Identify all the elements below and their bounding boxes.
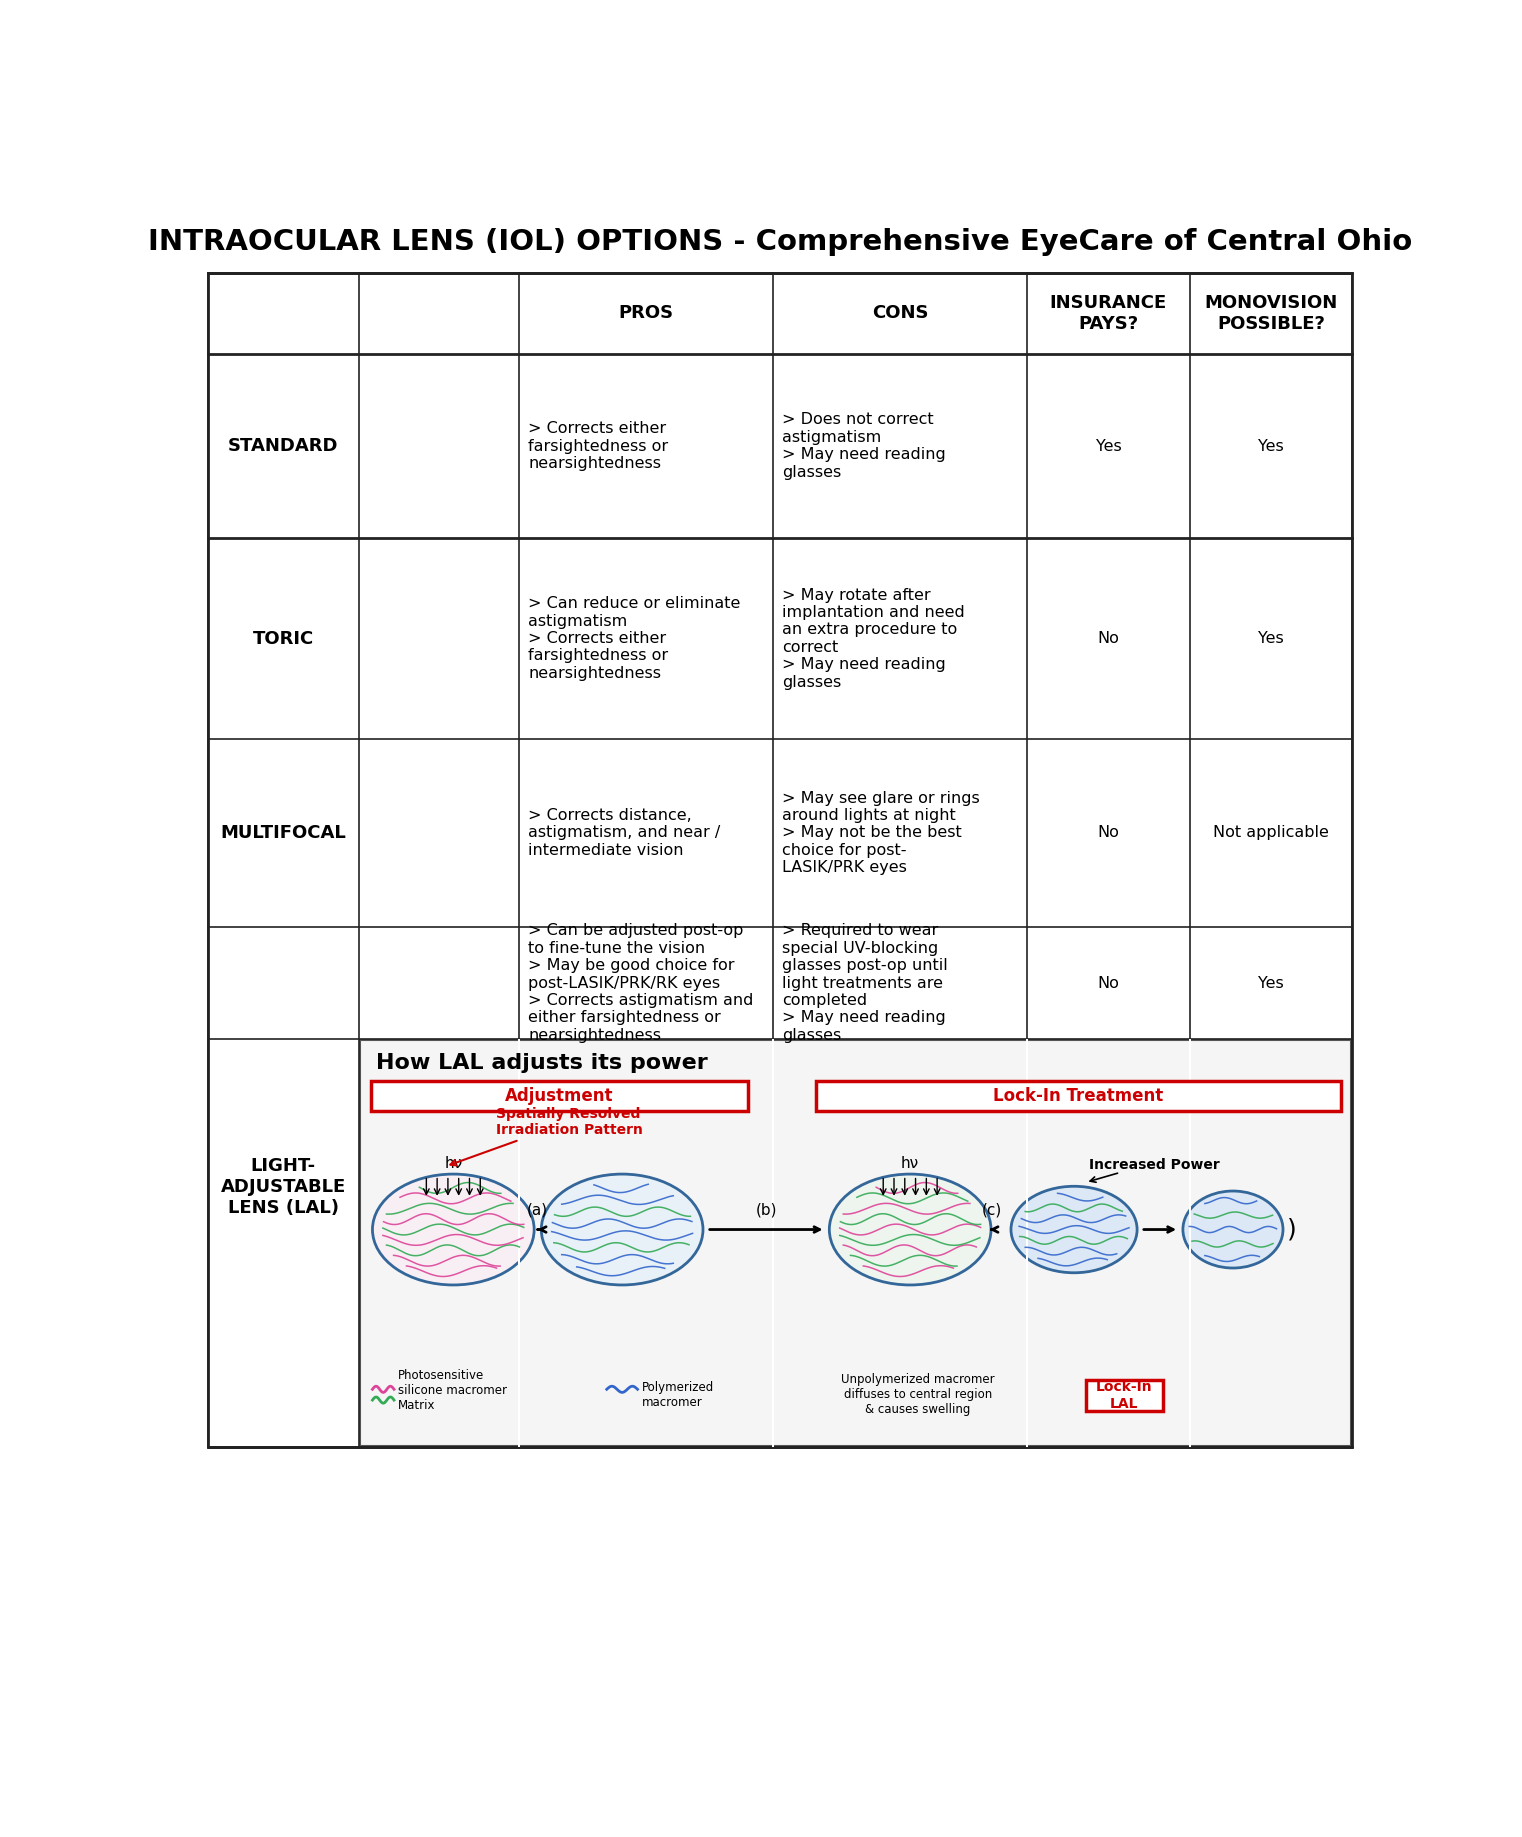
Text: LIGHT-
ADJUSTABLE
LENS (LAL): LIGHT- ADJUSTABLE LENS (LAL): [221, 1157, 345, 1216]
Text: Yes: Yes: [1259, 439, 1283, 454]
Bar: [1026, 1040, 1029, 1448]
Text: No: No: [1097, 975, 1119, 990]
Text: CONS: CONS: [872, 305, 928, 321]
Ellipse shape: [1011, 1187, 1137, 1273]
Text: Increased Power: Increased Power: [1090, 1159, 1221, 1172]
Text: > Can be adjusted post-op
to fine-tune the vision
> May be good choice for
post-: > Can be adjusted post-op to fine-tune t…: [528, 924, 753, 1043]
Text: hν: hν: [901, 1155, 919, 1170]
Text: TORIC: TORIC: [253, 630, 314, 648]
Text: hν: hν: [444, 1155, 463, 1170]
Text: Lock-In
LAL: Lock-In LAL: [1096, 1380, 1152, 1411]
Bar: [772, 1040, 775, 1448]
Ellipse shape: [373, 1174, 534, 1284]
Text: ): ): [1288, 1218, 1297, 1242]
Bar: [816, 1082, 1341, 1111]
Text: > May rotate after
implantation and need
an extra procedure to
correct
> May nee: > May rotate after implantation and need…: [782, 588, 965, 689]
Ellipse shape: [829, 1174, 991, 1284]
Bar: [373, 759, 505, 906]
Text: STANDARD: STANDARD: [228, 437, 339, 456]
Text: Not applicable: Not applicable: [1213, 825, 1329, 841]
Text: > Corrects distance,
astigmatism, and near /
intermediate vision: > Corrects distance, astigmatism, and ne…: [528, 808, 720, 858]
Text: Yes: Yes: [1259, 632, 1283, 647]
Ellipse shape: [542, 1174, 703, 1284]
Text: (b): (b): [755, 1201, 776, 1218]
Text: > Can reduce or eliminate
astigmatism
> Corrects either
farsightedness or
nearsi: > Can reduce or eliminate astigmatism > …: [528, 597, 741, 682]
Bar: [517, 1040, 521, 1448]
Text: > Does not correct
astigmatism
> May need reading
glasses: > Does not correct astigmatism > May nee…: [782, 413, 947, 479]
Text: MONOVISION
POSSIBLE?: MONOVISION POSSIBLE?: [1204, 294, 1338, 332]
Text: No: No: [1097, 632, 1119, 647]
Text: MULTIFOCAL: MULTIFOCAL: [221, 825, 347, 841]
Text: Polymerized
macromer: Polymerized macromer: [641, 1381, 714, 1409]
Text: > Required to wear
special UV-blocking
glasses post-op until
light treatments ar: > Required to wear special UV-blocking g…: [782, 924, 948, 1043]
Bar: [1085, 1380, 1163, 1411]
Text: Lock-In Treatment: Lock-In Treatment: [992, 1088, 1163, 1104]
Bar: [373, 939, 505, 1027]
Text: Yes: Yes: [1259, 975, 1283, 990]
Text: No: No: [1097, 825, 1119, 841]
Text: (a): (a): [527, 1201, 548, 1218]
Text: Spatially Resolved
Irradiation Pattern: Spatially Resolved Irradiation Pattern: [451, 1108, 642, 1165]
Text: INSURANCE
PAYS?: INSURANCE PAYS?: [1050, 294, 1167, 332]
Bar: [373, 375, 505, 518]
Text: Yes: Yes: [1096, 439, 1122, 454]
Text: Adjustment: Adjustment: [505, 1088, 613, 1104]
Text: > May see glare or rings
around lights at night
> May not be the best
choice for: > May see glare or rings around lights a…: [782, 790, 980, 874]
Bar: [373, 560, 505, 716]
Ellipse shape: [1183, 1190, 1283, 1268]
Bar: [370, 1082, 747, 1111]
Text: > Corrects either
farsightedness or
nearsightedness: > Corrects either farsightedness or near…: [528, 421, 668, 470]
Text: Photosensitive
silicone macromer
Matrix: Photosensitive silicone macromer Matrix: [397, 1369, 507, 1413]
Text: INTRAOCULAR LENS (IOL) OPTIONS - Comprehensive EyeCare of Central Ohio: INTRAOCULAR LENS (IOL) OPTIONS - Compreh…: [148, 228, 1412, 255]
Bar: [1189, 1040, 1190, 1448]
Text: (c): (c): [982, 1201, 1001, 1218]
Text: PROS: PROS: [618, 305, 674, 321]
Text: How LAL adjusts its power: How LAL adjusts its power: [376, 1053, 708, 1073]
Text: Unpolymerized macromer
diffuses to central region
& causes swelling: Unpolymerized macromer diffuses to centr…: [842, 1374, 995, 1416]
Bar: [361, 1040, 1350, 1446]
